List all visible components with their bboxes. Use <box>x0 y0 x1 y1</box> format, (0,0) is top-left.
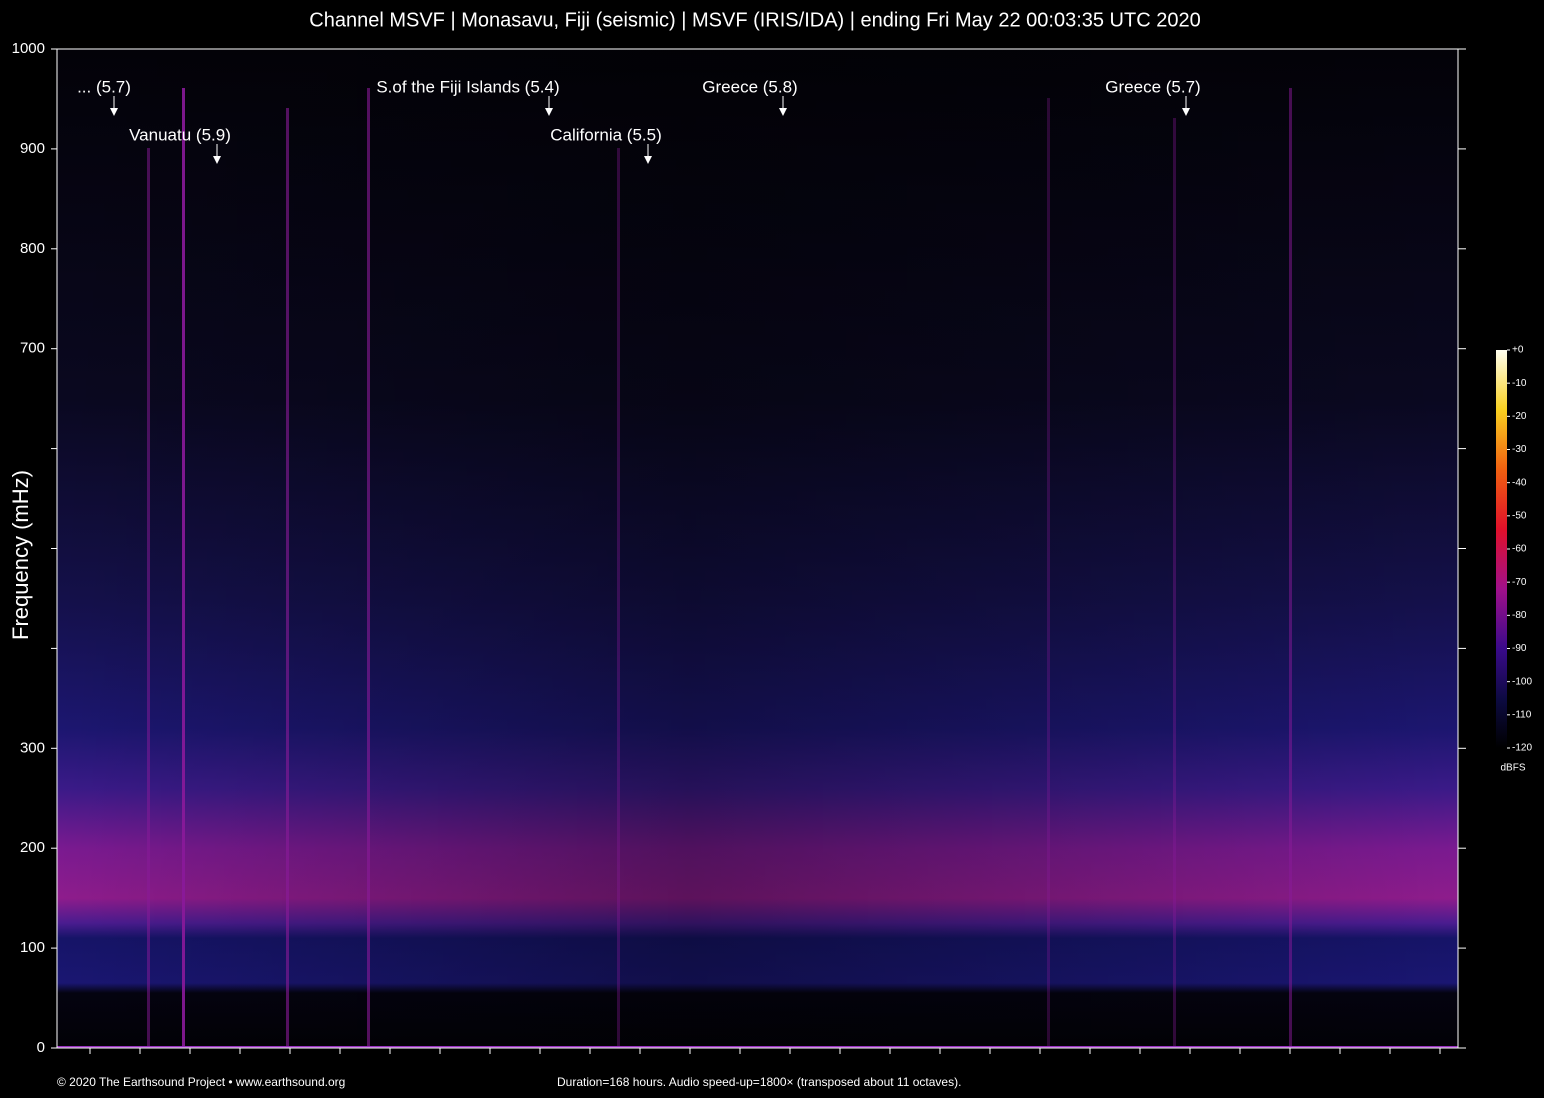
annotation: California (5.5) <box>550 125 662 144</box>
colorbar-label: dBFS <box>1500 763 1525 774</box>
annotation: S.of the Fiji Islands (5.4) <box>376 77 559 96</box>
colorbar-tick-label: -100 <box>1512 676 1532 687</box>
y-axis-label: Frequency (mHz) <box>8 470 33 640</box>
colorbar-tick-label: -10 <box>1512 378 1527 389</box>
colorbar-tick-label: -50 <box>1512 510 1527 521</box>
event-streak <box>617 148 620 1048</box>
colorbar-tick-label: -120 <box>1512 743 1532 754</box>
colorbar-tick-label: -90 <box>1512 643 1527 654</box>
event-streak <box>367 88 370 1048</box>
annotation: Vanuatu (5.9) <box>129 125 231 144</box>
annotation-arrowhead <box>1182 108 1190 116</box>
y-tick-label: 900 <box>20 140 45 157</box>
event-streak <box>1173 118 1176 1048</box>
event-streaks <box>57 88 1458 1048</box>
y-tick-label: 700 <box>20 340 45 357</box>
annotation-arrowhead <box>110 108 118 116</box>
baseline <box>57 1046 1458 1048</box>
colorbar-tick-label: -40 <box>1512 477 1527 488</box>
event-streak <box>182 88 185 1048</box>
event-streak <box>1047 98 1050 1048</box>
event-streak <box>286 108 289 1048</box>
chart-title: Channel MSVF | Monasavu, Fiji (seismic) … <box>309 9 1200 31</box>
spectrogram-shade <box>57 49 1458 1048</box>
colorbar-tick-label: -80 <box>1512 610 1527 621</box>
colorbar-tick-label: -20 <box>1512 411 1527 422</box>
note: Duration=168 hours. Audio speed-up=1800×… <box>557 1075 961 1089</box>
y-tick-label: 300 <box>20 739 45 756</box>
annotation-arrowhead <box>545 108 553 116</box>
annotation: Greece (5.8) <box>702 77 797 96</box>
credit: © 2020 The Earthsound Project • www.eart… <box>57 1075 345 1089</box>
colorbar-tick-label: -70 <box>1512 577 1527 588</box>
colorbar-tick-label: -60 <box>1512 544 1527 555</box>
y-tick-label: 100 <box>20 939 45 956</box>
annotation-arrowhead <box>779 108 787 116</box>
event-streak <box>147 148 150 1048</box>
colorbar <box>1496 350 1507 748</box>
event-streak <box>1289 88 1292 1048</box>
y-tick-label: 1000 <box>12 40 45 57</box>
y-tick-label: 200 <box>20 839 45 856</box>
annotation-arrowhead <box>213 156 221 164</box>
colorbar-tick-label: -110 <box>1512 709 1532 720</box>
annotation: ... (5.7) <box>77 77 131 96</box>
colorbar-tick-label: +0 <box>1512 345 1524 356</box>
annotation: Greece (5.7) <box>1105 77 1200 96</box>
y-tick-label: 0 <box>37 1039 45 1056</box>
y-tick-label: 800 <box>20 240 45 257</box>
colorbar-tick-label: -30 <box>1512 444 1527 455</box>
annotation-arrowhead <box>644 156 652 164</box>
